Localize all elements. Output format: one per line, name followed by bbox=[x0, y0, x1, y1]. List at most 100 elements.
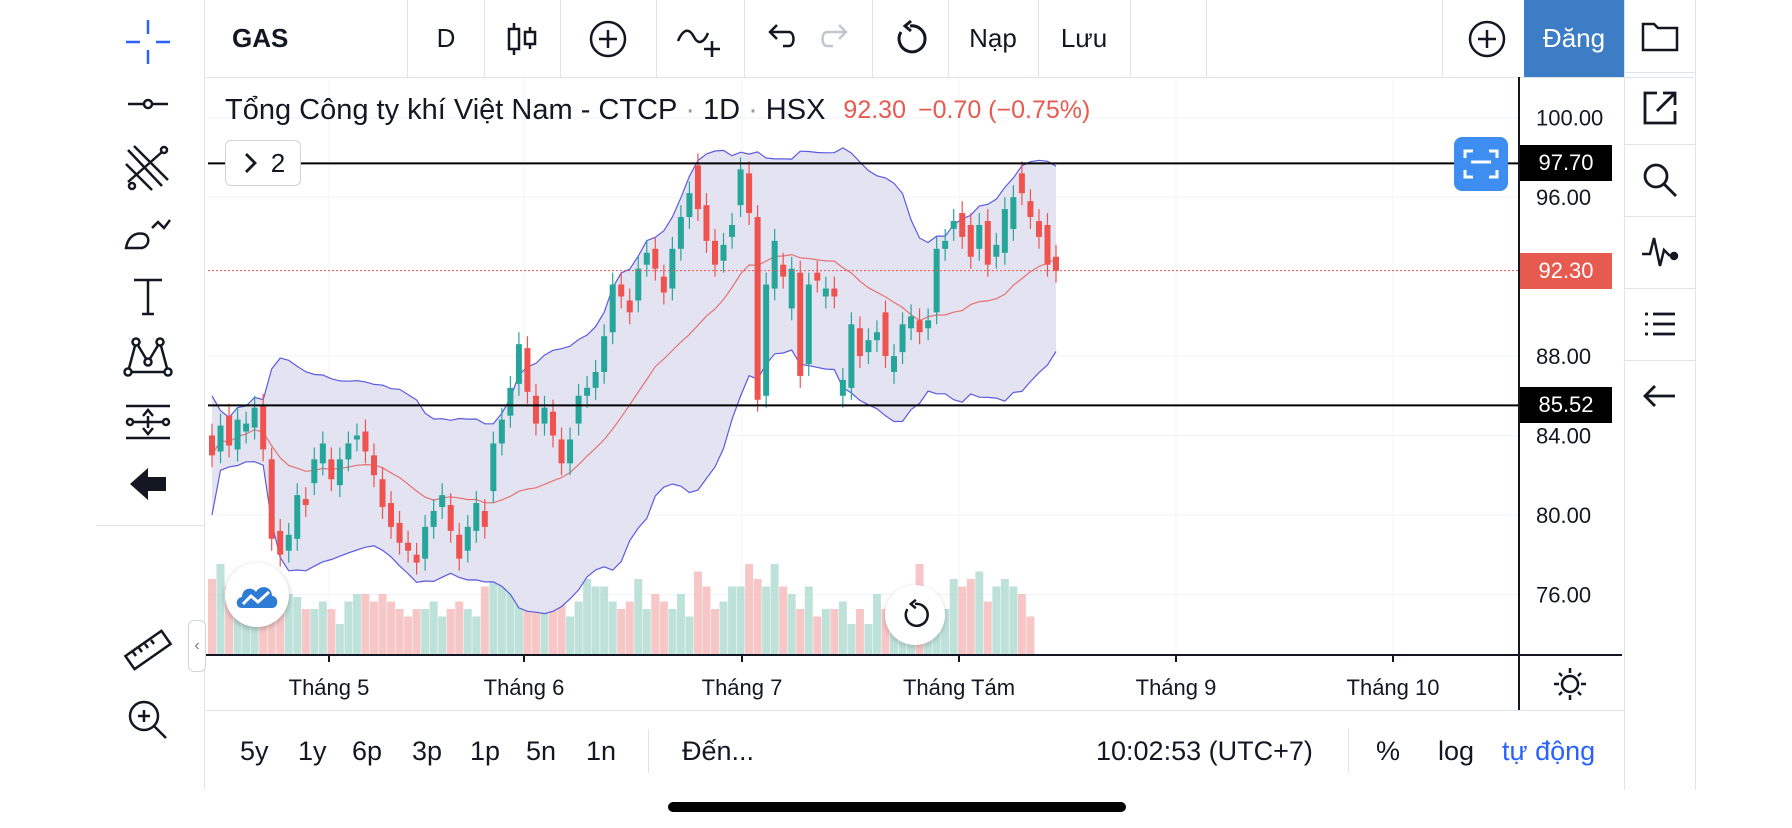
volume-bar bbox=[361, 594, 370, 654]
candle-body bbox=[967, 224, 974, 257]
candle-body bbox=[285, 534, 292, 551]
back-tool[interactable] bbox=[116, 452, 180, 516]
home-indicator bbox=[668, 802, 1126, 812]
bollinger-lower-line bbox=[211, 349, 1057, 615]
volume-bar bbox=[787, 594, 796, 654]
volume-bar bbox=[651, 594, 660, 654]
log-toggle[interactable]: log bbox=[1438, 735, 1475, 766]
candle-body bbox=[575, 395, 582, 424]
volume-bar bbox=[736, 586, 745, 654]
crosshair-tool[interactable] bbox=[116, 10, 180, 74]
candle-body bbox=[788, 268, 795, 309]
volume-bar bbox=[770, 564, 779, 654]
redo-button[interactable] bbox=[819, 18, 853, 59]
volume-bar bbox=[855, 609, 864, 654]
chart-type-button[interactable] bbox=[484, 0, 561, 77]
volume-bar bbox=[983, 601, 992, 654]
load-button[interactable]: Nạp bbox=[948, 0, 1039, 77]
range-5y[interactable]: 5y bbox=[240, 735, 269, 766]
candle-body bbox=[532, 395, 539, 424]
candle-body bbox=[1044, 224, 1051, 265]
candle-body bbox=[686, 193, 693, 218]
list-button[interactable] bbox=[1625, 288, 1695, 361]
zoom-tool[interactable] bbox=[116, 688, 180, 752]
goto-date-button[interactable]: Đến... bbox=[682, 735, 755, 766]
volume-bar bbox=[242, 601, 251, 654]
volume-bar bbox=[659, 601, 668, 654]
external-link-icon bbox=[1643, 91, 1677, 125]
collapse-button[interactable] bbox=[1625, 360, 1695, 432]
volume-bar bbox=[276, 586, 285, 654]
range-1y[interactable]: 1y bbox=[298, 735, 327, 766]
symbol-search[interactable]: GAS bbox=[206, 0, 408, 77]
reset-button[interactable] bbox=[872, 0, 949, 77]
candle-body bbox=[234, 419, 241, 450]
volume-bar bbox=[966, 579, 975, 654]
signup-button[interactable]: Đăng bbox=[1524, 0, 1624, 77]
legend-separator: · bbox=[748, 94, 758, 126]
legend-separator: · bbox=[685, 94, 696, 126]
fullscreen-icon bbox=[1463, 149, 1499, 179]
text-tool[interactable] bbox=[116, 264, 180, 328]
range-1d[interactable]: 1n bbox=[586, 735, 617, 766]
candle-body bbox=[567, 439, 574, 464]
candle-body bbox=[652, 248, 659, 269]
range-1m[interactable]: 1p bbox=[470, 735, 501, 766]
volume-bar bbox=[617, 609, 626, 654]
volume-bar bbox=[531, 601, 540, 654]
fib-tool[interactable] bbox=[116, 136, 180, 200]
interval-button[interactable]: D bbox=[408, 0, 485, 77]
measure-tool[interactable] bbox=[116, 390, 180, 454]
volume-bar bbox=[259, 601, 268, 654]
pulse-button[interactable] bbox=[1625, 216, 1695, 289]
open-external-button[interactable] bbox=[1625, 72, 1695, 145]
search-button[interactable] bbox=[1625, 144, 1695, 217]
time-axis-label: Tháng 6 bbox=[484, 675, 565, 700]
brush-tool[interactable] bbox=[116, 200, 180, 264]
percent-toggle[interactable]: % bbox=[1376, 735, 1401, 766]
top-toolbar: GAS D Nạp Lưu Đăng bbox=[206, 0, 1694, 78]
candle-body bbox=[481, 510, 488, 527]
legend-exchange: HSX bbox=[765, 94, 826, 126]
candle-body bbox=[771, 240, 778, 289]
volume-bar bbox=[369, 601, 378, 654]
fullscreen-button[interactable] bbox=[1454, 137, 1508, 191]
indicators-toggle[interactable]: 2 bbox=[225, 140, 301, 186]
price-axis-labels: 100.00 96.00 88.00 84.00 80.00 76.00 bbox=[1536, 106, 1603, 608]
volume-bar bbox=[693, 571, 702, 654]
bottom-toolbar: 5y 1y 6p 3p 1p 5n 1n Đến... 10:02:53 (UT… bbox=[206, 710, 1624, 791]
candle-body bbox=[413, 554, 420, 563]
volume-bar bbox=[838, 601, 847, 654]
range-3m[interactable]: 3p bbox=[412, 735, 443, 766]
pattern-tool[interactable] bbox=[116, 326, 180, 390]
save-button[interactable]: Lưu bbox=[1038, 0, 1131, 77]
toolbar-collapse-handle[interactable]: ‹ bbox=[188, 620, 206, 672]
ruler-tool[interactable] bbox=[116, 618, 180, 682]
range-6m[interactable]: 6p bbox=[352, 735, 383, 766]
volume-bar bbox=[301, 609, 310, 654]
candle-body bbox=[439, 495, 446, 508]
candle-body bbox=[609, 284, 616, 333]
undo-icon bbox=[768, 24, 795, 48]
range-5d[interactable]: 5n bbox=[526, 735, 557, 766]
folder-button[interactable] bbox=[1625, 0, 1695, 73]
reset-chart-button[interactable] bbox=[885, 585, 945, 645]
candle-body bbox=[933, 248, 940, 313]
undo-button[interactable] bbox=[763, 18, 797, 59]
line-tool[interactable] bbox=[116, 72, 180, 136]
volume-bar bbox=[1026, 616, 1035, 654]
logo-button[interactable] bbox=[225, 563, 289, 627]
chevron-left-icon: ‹ bbox=[194, 637, 200, 654]
candle-body bbox=[524, 348, 531, 392]
candle-body bbox=[277, 530, 284, 555]
clock[interactable]: 10:02:53 (UTC+7) bbox=[1096, 735, 1313, 766]
compare-button[interactable] bbox=[560, 0, 657, 77]
auto-scale-toggle[interactable]: tự động bbox=[1502, 735, 1596, 766]
chart-settings-button[interactable] bbox=[1552, 666, 1588, 702]
volume-bar bbox=[404, 616, 413, 654]
indicators-button[interactable] bbox=[656, 0, 745, 77]
candle-body bbox=[473, 503, 480, 531]
candle-body bbox=[1035, 221, 1042, 237]
time-axis-label: Tháng 9 bbox=[1136, 675, 1217, 700]
